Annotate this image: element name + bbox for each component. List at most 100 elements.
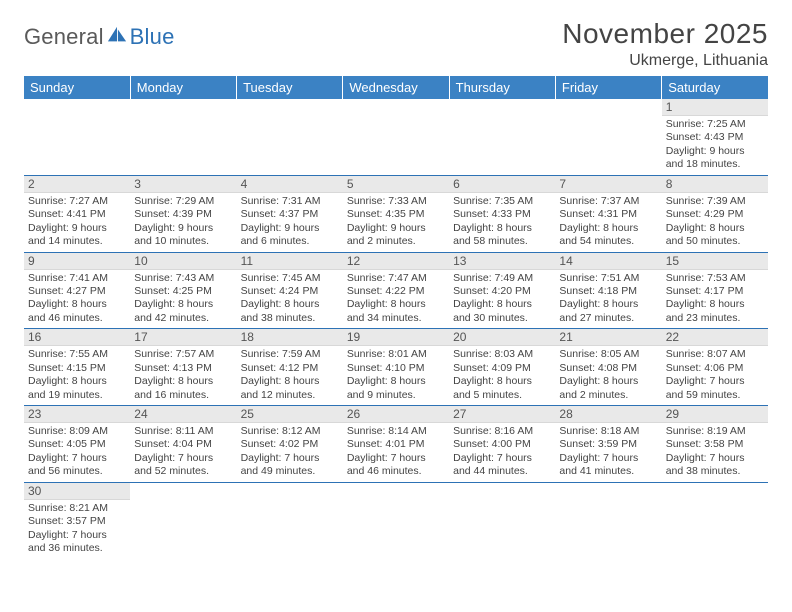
calendar-cell: 25Sunrise: 8:12 AMSunset: 4:02 PMDayligh… (237, 406, 343, 483)
weekday-header: Wednesday (343, 76, 449, 99)
calendar-cell (343, 482, 449, 558)
calendar-cell: 23Sunrise: 8:09 AMSunset: 4:05 PMDayligh… (24, 406, 130, 483)
day-details: Sunrise: 7:49 AMSunset: 4:20 PMDaylight:… (449, 270, 555, 329)
calendar-cell (662, 482, 768, 558)
calendar-cell: 26Sunrise: 8:14 AMSunset: 4:01 PMDayligh… (343, 406, 449, 483)
day-details: Sunrise: 7:45 AMSunset: 4:24 PMDaylight:… (237, 270, 343, 329)
calendar-cell: 24Sunrise: 8:11 AMSunset: 4:04 PMDayligh… (130, 406, 236, 483)
calendar-cell (24, 99, 130, 175)
calendar-cell: 20Sunrise: 8:03 AMSunset: 4:09 PMDayligh… (449, 329, 555, 406)
calendar-cell: 21Sunrise: 8:05 AMSunset: 4:08 PMDayligh… (555, 329, 661, 406)
day-number: 12 (343, 253, 449, 270)
day-number: 18 (237, 329, 343, 346)
weekday-header: Friday (555, 76, 661, 99)
calendar-cell (130, 482, 236, 558)
day-details: Sunrise: 7:39 AMSunset: 4:29 PMDaylight:… (662, 193, 768, 252)
day-number: 24 (130, 406, 236, 423)
day-details: Sunrise: 8:11 AMSunset: 4:04 PMDaylight:… (130, 423, 236, 482)
calendar-cell: 28Sunrise: 8:18 AMSunset: 3:59 PMDayligh… (555, 406, 661, 483)
calendar-cell: 13Sunrise: 7:49 AMSunset: 4:20 PMDayligh… (449, 252, 555, 329)
day-number: 5 (343, 176, 449, 193)
day-details: Sunrise: 8:21 AMSunset: 3:57 PMDaylight:… (24, 500, 130, 559)
calendar-cell: 4Sunrise: 7:31 AMSunset: 4:37 PMDaylight… (237, 175, 343, 252)
calendar-cell: 8Sunrise: 7:39 AMSunset: 4:29 PMDaylight… (662, 175, 768, 252)
day-details: Sunrise: 8:01 AMSunset: 4:10 PMDaylight:… (343, 346, 449, 405)
day-number: 26 (343, 406, 449, 423)
day-details: Sunrise: 8:14 AMSunset: 4:01 PMDaylight:… (343, 423, 449, 482)
calendar-cell: 3Sunrise: 7:29 AMSunset: 4:39 PMDaylight… (130, 175, 236, 252)
day-number: 14 (555, 253, 661, 270)
calendar-cell: 9Sunrise: 7:41 AMSunset: 4:27 PMDaylight… (24, 252, 130, 329)
calendar-cell: 5Sunrise: 7:33 AMSunset: 4:35 PMDaylight… (343, 175, 449, 252)
day-details: Sunrise: 7:55 AMSunset: 4:15 PMDaylight:… (24, 346, 130, 405)
day-details: Sunrise: 7:41 AMSunset: 4:27 PMDaylight:… (24, 270, 130, 329)
day-number: 1 (662, 99, 768, 116)
page-title: November 2025 (562, 18, 768, 50)
weekday-header: Tuesday (237, 76, 343, 99)
calendar-cell (343, 99, 449, 175)
day-number: 21 (555, 329, 661, 346)
day-details: Sunrise: 7:35 AMSunset: 4:33 PMDaylight:… (449, 193, 555, 252)
calendar-cell: 15Sunrise: 7:53 AMSunset: 4:17 PMDayligh… (662, 252, 768, 329)
calendar-cell: 12Sunrise: 7:47 AMSunset: 4:22 PMDayligh… (343, 252, 449, 329)
day-number: 3 (130, 176, 236, 193)
day-details: Sunrise: 7:29 AMSunset: 4:39 PMDaylight:… (130, 193, 236, 252)
calendar-cell: 27Sunrise: 8:16 AMSunset: 4:00 PMDayligh… (449, 406, 555, 483)
calendar-cell (555, 482, 661, 558)
day-details: Sunrise: 8:16 AMSunset: 4:00 PMDaylight:… (449, 423, 555, 482)
day-details: Sunrise: 7:31 AMSunset: 4:37 PMDaylight:… (237, 193, 343, 252)
calendar-cell: 22Sunrise: 8:07 AMSunset: 4:06 PMDayligh… (662, 329, 768, 406)
day-number: 23 (24, 406, 130, 423)
weekday-header: Thursday (449, 76, 555, 99)
day-details: Sunrise: 7:53 AMSunset: 4:17 PMDaylight:… (662, 270, 768, 329)
day-number: 28 (555, 406, 661, 423)
day-details: Sunrise: 8:12 AMSunset: 4:02 PMDaylight:… (237, 423, 343, 482)
calendar-cell: 11Sunrise: 7:45 AMSunset: 4:24 PMDayligh… (237, 252, 343, 329)
calendar-cell: 18Sunrise: 7:59 AMSunset: 4:12 PMDayligh… (237, 329, 343, 406)
day-number: 9 (24, 253, 130, 270)
day-details: Sunrise: 7:37 AMSunset: 4:31 PMDaylight:… (555, 193, 661, 252)
day-number: 27 (449, 406, 555, 423)
day-details: Sunrise: 7:51 AMSunset: 4:18 PMDaylight:… (555, 270, 661, 329)
day-details: Sunrise: 8:09 AMSunset: 4:05 PMDaylight:… (24, 423, 130, 482)
brand-logo: General Blue (24, 24, 175, 50)
calendar-cell (237, 482, 343, 558)
day-number: 15 (662, 253, 768, 270)
day-details: Sunrise: 7:33 AMSunset: 4:35 PMDaylight:… (343, 193, 449, 252)
calendar-cell: 17Sunrise: 7:57 AMSunset: 4:13 PMDayligh… (130, 329, 236, 406)
calendar-cell: 6Sunrise: 7:35 AMSunset: 4:33 PMDaylight… (449, 175, 555, 252)
calendar-cell: 14Sunrise: 7:51 AMSunset: 4:18 PMDayligh… (555, 252, 661, 329)
calendar-cell (449, 482, 555, 558)
calendar-table: SundayMondayTuesdayWednesdayThursdayFrid… (24, 76, 768, 559)
day-number: 25 (237, 406, 343, 423)
day-number: 8 (662, 176, 768, 193)
day-number: 11 (237, 253, 343, 270)
day-details: Sunrise: 8:07 AMSunset: 4:06 PMDaylight:… (662, 346, 768, 405)
day-details: Sunrise: 8:05 AMSunset: 4:08 PMDaylight:… (555, 346, 661, 405)
day-number: 13 (449, 253, 555, 270)
day-details: Sunrise: 7:43 AMSunset: 4:25 PMDaylight:… (130, 270, 236, 329)
calendar-cell (449, 99, 555, 175)
weekday-header: Saturday (662, 76, 768, 99)
weekday-header: Monday (130, 76, 236, 99)
calendar-cell: 16Sunrise: 7:55 AMSunset: 4:15 PMDayligh… (24, 329, 130, 406)
day-number: 30 (24, 483, 130, 500)
day-number: 6 (449, 176, 555, 193)
calendar-cell: 2Sunrise: 7:27 AMSunset: 4:41 PMDaylight… (24, 175, 130, 252)
day-number: 2 (24, 176, 130, 193)
day-details: Sunrise: 7:25 AMSunset: 4:43 PMDaylight:… (662, 116, 768, 175)
day-number: 20 (449, 329, 555, 346)
weekday-header: Sunday (24, 76, 130, 99)
calendar-cell (555, 99, 661, 175)
calendar-cell: 7Sunrise: 7:37 AMSunset: 4:31 PMDaylight… (555, 175, 661, 252)
day-details: Sunrise: 8:18 AMSunset: 3:59 PMDaylight:… (555, 423, 661, 482)
day-details: Sunrise: 8:03 AMSunset: 4:09 PMDaylight:… (449, 346, 555, 405)
day-number: 17 (130, 329, 236, 346)
day-details: Sunrise: 7:57 AMSunset: 4:13 PMDaylight:… (130, 346, 236, 405)
location-text: Ukmerge, Lithuania (562, 52, 768, 70)
calendar-cell: 1Sunrise: 7:25 AMSunset: 4:43 PMDaylight… (662, 99, 768, 175)
calendar-cell: 10Sunrise: 7:43 AMSunset: 4:25 PMDayligh… (130, 252, 236, 329)
brand-word2: Blue (130, 24, 175, 50)
calendar-cell: 29Sunrise: 8:19 AMSunset: 3:58 PMDayligh… (662, 406, 768, 483)
calendar-cell: 19Sunrise: 8:01 AMSunset: 4:10 PMDayligh… (343, 329, 449, 406)
